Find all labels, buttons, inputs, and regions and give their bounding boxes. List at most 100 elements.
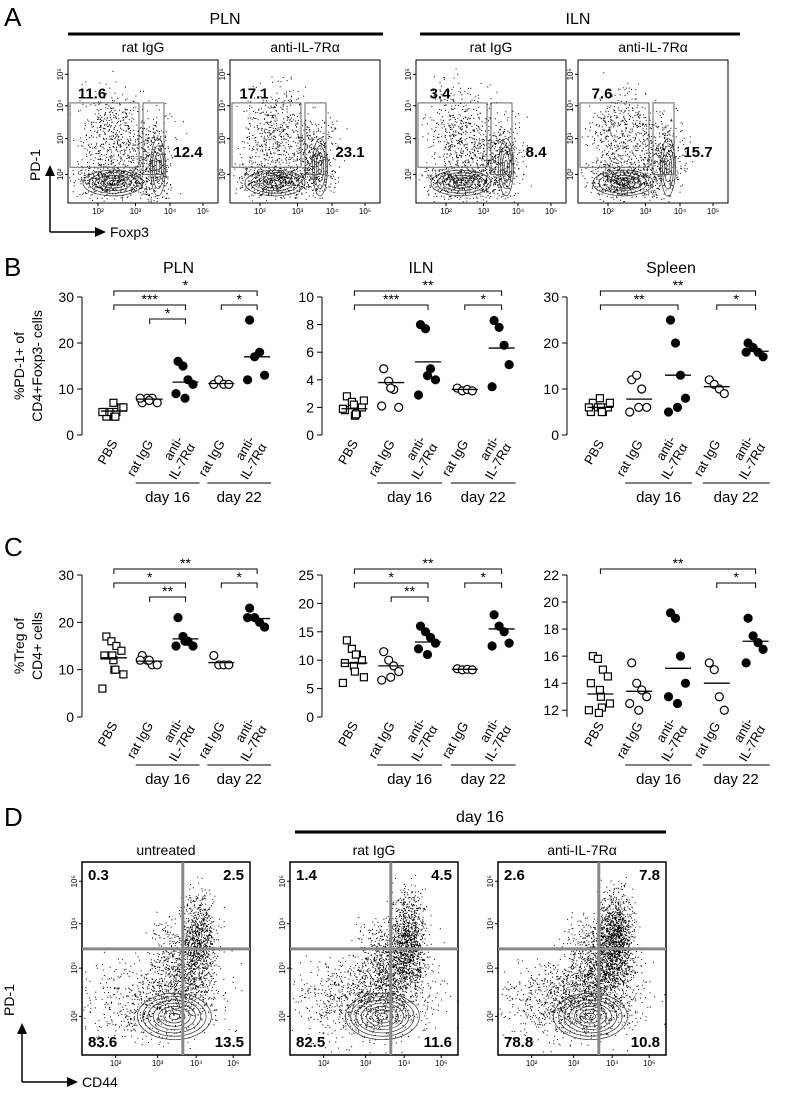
data-point — [741, 658, 751, 668]
data-point — [637, 384, 647, 394]
x-tick-label: anti-IL-7Rα — [396, 715, 441, 764]
y-tick-label: 16 — [543, 648, 559, 664]
panel-letter: B — [4, 252, 21, 282]
data-point — [119, 670, 128, 679]
group-label: day 16 — [387, 489, 432, 506]
y-tick-label: 25 — [298, 567, 314, 583]
data-point — [245, 315, 255, 325]
data-point — [109, 398, 118, 407]
data-point — [593, 654, 603, 663]
data-point — [111, 665, 120, 674]
data-point — [489, 315, 499, 326]
contour — [88, 172, 138, 194]
contour — [436, 172, 486, 194]
y-tick-label: 2 — [306, 399, 314, 415]
plot-title: rat IgG — [122, 39, 165, 55]
x-tick-label: PBS — [94, 437, 120, 467]
y-tick-label: 10² — [486, 1010, 495, 1022]
y-tick-label: 10³ — [56, 133, 65, 145]
significance-label: * — [480, 291, 486, 307]
y-tick-label: 20 — [543, 594, 559, 610]
significance-bracket — [220, 304, 258, 310]
data-point — [605, 398, 615, 407]
y-tick-label: 8 — [306, 317, 314, 333]
y-tick-label: 15 — [298, 624, 314, 640]
data-point — [245, 603, 255, 613]
y-tick-label: 10² — [566, 168, 575, 180]
y-tick-label: 30 — [58, 567, 74, 583]
arrow-head — [67, 1077, 78, 1087]
x-tick-label: anti-IL-7Rα — [723, 715, 768, 764]
y-tick-label: 10³ — [278, 962, 287, 974]
data-point — [386, 672, 396, 682]
plot-title: anti-IL-7Rα — [270, 39, 340, 55]
contour — [579, 1009, 602, 1024]
group-label: day 22 — [461, 771, 506, 788]
data-point — [586, 679, 596, 688]
data-point — [171, 389, 181, 399]
data-point — [98, 407, 107, 417]
gate-percent: 7.6 — [592, 86, 613, 103]
data-point — [350, 667, 359, 676]
significance-bracket — [353, 290, 503, 296]
contour — [150, 138, 166, 197]
x-tick-label: anti-IL-7Rα — [396, 433, 441, 482]
data-point — [603, 672, 613, 681]
data-point — [680, 678, 691, 688]
gate-percent: 3.4 — [430, 86, 452, 103]
x-tick-label: 10² — [254, 207, 266, 216]
data-point — [499, 340, 509, 350]
gate-percent: 23.1 — [335, 144, 364, 161]
group-label: day 16 — [636, 489, 681, 506]
data-point — [260, 370, 270, 380]
significance-bracket — [464, 304, 503, 310]
data-point — [597, 407, 607, 417]
data-point — [584, 706, 594, 715]
x-tick-label: 10⁴ — [606, 1059, 619, 1068]
data-point — [135, 393, 145, 403]
plot-title: rat IgG — [353, 842, 396, 858]
contour — [376, 1012, 389, 1021]
data-point — [243, 375, 253, 385]
y-tick-label: 10² — [278, 1010, 287, 1022]
gate — [231, 102, 302, 168]
arrow-head — [45, 165, 55, 176]
data-point — [704, 658, 714, 668]
data-point — [663, 692, 674, 702]
contour — [448, 177, 474, 189]
chart-title: ILN — [409, 260, 434, 277]
gate — [579, 102, 650, 168]
quadrant-percent: 1.4 — [296, 867, 318, 884]
group-label: day 16 — [387, 771, 432, 788]
data-point — [719, 389, 729, 399]
x-tick-label: 10⁵ — [435, 1059, 447, 1068]
x-tick-label: 10⁵ — [359, 207, 371, 216]
x-tick-label: PBS — [581, 719, 607, 749]
contour — [563, 999, 618, 1034]
x-tick-label: 10⁴ — [674, 207, 687, 216]
y-tick-label: 10³ — [404, 133, 413, 145]
data-point — [642, 402, 652, 412]
data-point — [98, 684, 107, 693]
significance-label: ** — [162, 583, 173, 599]
significance-label: ** — [423, 555, 434, 571]
data-point — [758, 644, 768, 654]
significance-bracket — [113, 304, 186, 310]
y-tick-label: 10⁵ — [70, 875, 79, 887]
data-point — [634, 705, 644, 715]
significance-label: * — [236, 569, 242, 585]
data-point — [420, 324, 431, 334]
data-point — [430, 375, 441, 385]
gate — [417, 102, 488, 168]
quadrant-percent: 11.6 — [424, 1034, 452, 1051]
y-tick-label: 0 — [306, 709, 314, 725]
x-tick-label: 10⁴ — [326, 207, 339, 216]
data-point — [351, 410, 360, 419]
y-tick-label: 0 — [66, 709, 74, 725]
x-tick-label: 10⁵ — [545, 207, 557, 216]
data-point — [111, 412, 120, 421]
data-point — [642, 692, 652, 702]
contour — [454, 180, 468, 186]
x-tick-label: 10² — [440, 207, 452, 216]
group-label: day 16 — [145, 489, 190, 506]
